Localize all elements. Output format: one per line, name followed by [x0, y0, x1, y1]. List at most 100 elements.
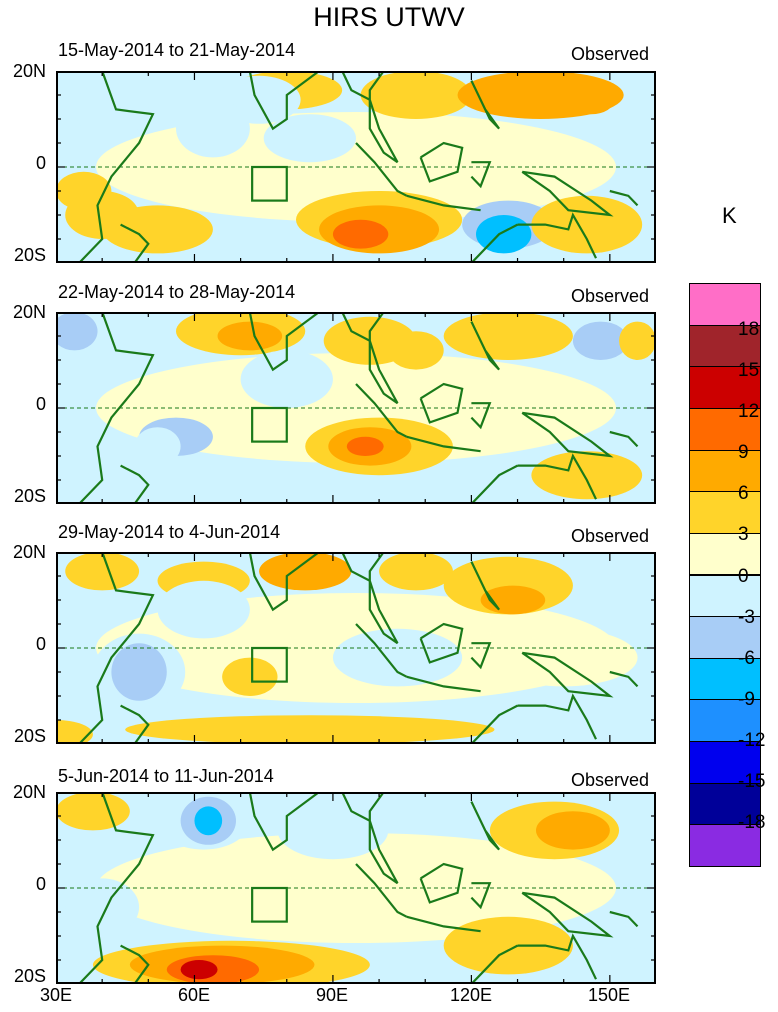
coastline [609, 189, 639, 207]
coastline [470, 464, 519, 504]
coastline [248, 552, 320, 612]
coastline [78, 552, 155, 744]
map-frame [56, 792, 656, 984]
lat-label-0: 0 [35, 634, 46, 654]
map-canvas [56, 312, 656, 504]
anomaly-region [134, 427, 181, 466]
coastline [120, 944, 150, 984]
coastline [248, 792, 320, 852]
coastline [120, 223, 150, 263]
coastline [470, 801, 500, 851]
anomaly-region [563, 945, 656, 984]
coastline [78, 71, 155, 263]
region-box [251, 165, 288, 202]
lat-label-20s: 20S [13, 486, 46, 506]
map-panel-4 [56, 792, 656, 984]
coastline [470, 80, 500, 130]
panel-1-tag: Observed [570, 44, 649, 64]
coastline [521, 411, 614, 458]
coastline [470, 944, 519, 984]
colorbar-label: 3 [738, 524, 749, 545]
panel-2-date: 22-May-2014 to 28-May-2014 [58, 282, 296, 302]
anomaly-region [56, 792, 130, 831]
coastline [517, 212, 597, 259]
coastline [355, 383, 408, 438]
coastline [470, 561, 500, 611]
anomaly-region [157, 580, 250, 639]
map-canvas [56, 71, 656, 263]
region-box [251, 646, 288, 683]
map-panel-1 [56, 71, 656, 263]
panel-4-date: 5-Jun-2014 to 11-Jun-2014 [58, 766, 274, 786]
colorbar [689, 283, 761, 867]
anomaly-region [346, 436, 384, 456]
colorbar-label: 15 [738, 360, 760, 381]
coastline [406, 915, 481, 933]
lat-label-20n: 20N [12, 542, 46, 562]
map-panel-3 [56, 552, 656, 744]
coastline [355, 623, 408, 678]
lon-label-30e: 30E [39, 985, 73, 1005]
anomaly-region [572, 321, 629, 360]
anomaly-region [180, 960, 218, 980]
anomaly-region [619, 321, 656, 360]
coastline [609, 910, 639, 928]
coastline [341, 552, 399, 645]
panel-3-date: 29-May-2014 to 4-Jun-2014 [58, 522, 281, 542]
anomaly-region [263, 114, 356, 163]
anomaly-region [125, 715, 495, 744]
coastline [609, 670, 639, 688]
lat-label-20n: 20N [12, 61, 46, 81]
anomaly-region [568, 85, 615, 115]
coastline [470, 402, 492, 430]
anomaly-region [240, 350, 333, 408]
lat-label-20n: 20N [12, 302, 46, 322]
coastline [355, 863, 408, 918]
coastline [341, 71, 399, 164]
coastline [470, 704, 519, 744]
colorbar-swatch [689, 491, 761, 534]
coastline [521, 891, 614, 938]
anomaly-region [536, 811, 610, 850]
anomaly-region [332, 219, 389, 249]
anomaly-region [443, 312, 573, 360]
anomaly-region [111, 643, 167, 701]
anomaly-region [176, 99, 250, 158]
coastline [470, 161, 492, 189]
anomaly-region [96, 353, 616, 463]
coastline [341, 792, 399, 885]
colorbar-label: -3 [738, 607, 755, 628]
coastline [609, 430, 639, 448]
colorbar-unit: K [722, 203, 737, 228]
coastline [419, 862, 464, 904]
coastline [419, 622, 464, 664]
lat-label-0: 0 [35, 874, 46, 894]
panel-3-tag: Observed [570, 526, 649, 546]
coastline [78, 792, 155, 984]
colorbar-swatch [689, 324, 761, 368]
coastline [120, 464, 150, 504]
colorbar-swatch [689, 657, 761, 701]
colorbar-label: -6 [738, 648, 755, 669]
coastline [341, 312, 399, 405]
colorbar-swatch [689, 283, 761, 326]
anomaly-region [259, 552, 352, 591]
map-frame [56, 71, 656, 263]
colorbar-label: 12 [738, 401, 760, 422]
coastline [517, 453, 597, 500]
panel-4-tag: Observed [570, 770, 649, 790]
coastline [517, 933, 597, 980]
region-box [251, 886, 288, 923]
coastline [470, 882, 492, 910]
coastline [470, 223, 519, 263]
coastline [517, 693, 597, 740]
coastline [406, 675, 481, 693]
lon-label-120e: 120E [449, 985, 493, 1005]
coastline [120, 704, 150, 744]
coastline [470, 642, 492, 670]
coastline [248, 312, 320, 372]
colorbar-label: 9 [738, 442, 749, 463]
anomaly-region [222, 657, 278, 696]
lon-label-150e: 150E [587, 985, 631, 1005]
lat-label-0: 0 [35, 153, 46, 173]
